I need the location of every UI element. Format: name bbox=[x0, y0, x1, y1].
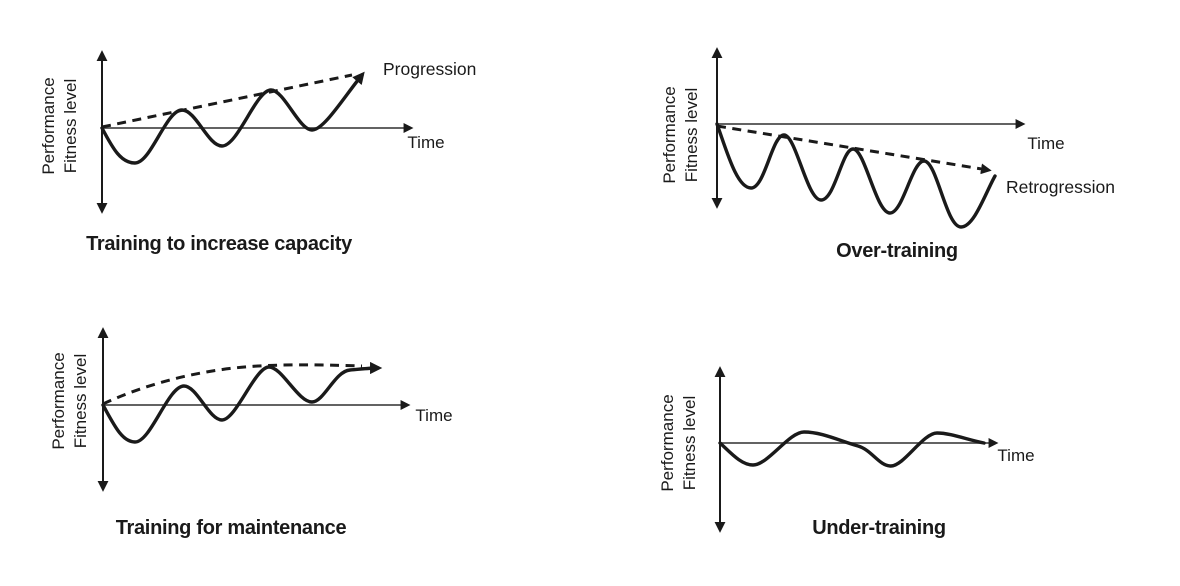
panel-increase-capacity: Performance Fitness level Time Progressi… bbox=[39, 50, 476, 255]
trend-label-retrogression: Retrogression bbox=[1006, 177, 1115, 197]
panel-under-training: Performance Fitness level Time Under-tra… bbox=[658, 366, 1035, 539]
y-axis-label-line2: Fitness level bbox=[61, 79, 80, 173]
progression-trend-line bbox=[101, 73, 353, 129]
plateau-trend-line bbox=[102, 363, 363, 406]
x-axis-label: Time bbox=[997, 446, 1034, 465]
performance-curve bbox=[100, 71, 365, 165]
trend-label-progression: Progression bbox=[383, 59, 476, 79]
panel-over-training: Performance Fitness level Time Retrogres… bbox=[660, 47, 1115, 262]
y-axis-label-line1: Performance bbox=[658, 394, 677, 491]
y-axis-label-line1: Performance bbox=[660, 86, 679, 183]
y-axis-label-line2: Fitness level bbox=[680, 396, 699, 490]
y-axis-label-line2: Fitness level bbox=[682, 88, 701, 182]
x-axis-label: Time bbox=[415, 406, 452, 425]
performance-curve bbox=[715, 122, 997, 229]
y-axis-label-line1: Performance bbox=[49, 352, 68, 449]
performance-curve bbox=[101, 361, 383, 444]
y-axis-label-line1: Performance bbox=[39, 77, 58, 174]
panel-caption: Training to increase capacity bbox=[86, 233, 353, 255]
panel-caption: Training for maintenance bbox=[116, 517, 347, 539]
panel-caption: Under-training bbox=[812, 517, 946, 539]
y-axis-label-line2: Fitness level bbox=[71, 354, 90, 448]
panel-maintenance: Performance Fitness level Time Training … bbox=[49, 327, 453, 539]
performance-curve bbox=[718, 430, 986, 468]
x-axis-label: Time bbox=[407, 133, 444, 152]
panel-caption: Over-training bbox=[836, 240, 958, 262]
x-axis-label: Time bbox=[1027, 134, 1064, 153]
